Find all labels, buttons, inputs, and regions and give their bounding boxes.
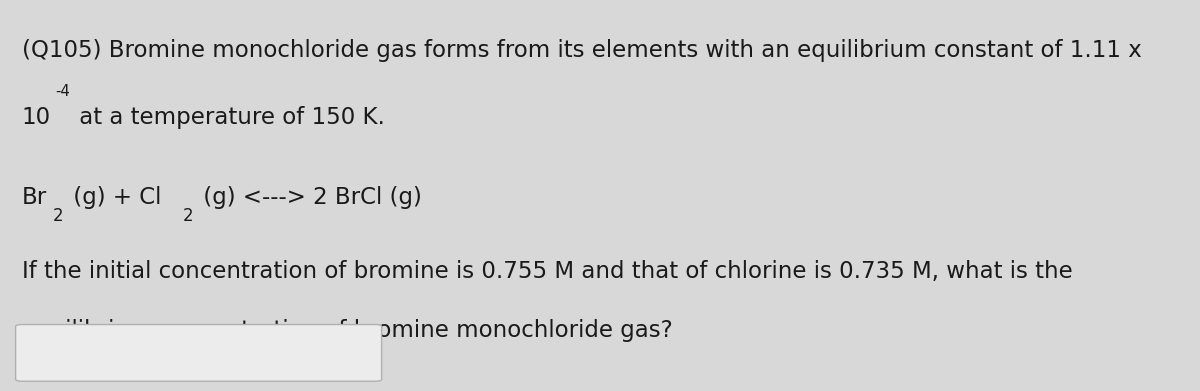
Text: 2: 2 — [53, 207, 64, 225]
Text: (g) + Cl: (g) + Cl — [66, 186, 161, 209]
Text: 10: 10 — [22, 106, 50, 129]
Text: at a temperature of 150 K.: at a temperature of 150 K. — [72, 106, 385, 129]
Text: -4: -4 — [55, 84, 70, 99]
Text: (Q105) Bromine monochloride gas forms from its elements with an equilibrium cons: (Q105) Bromine monochloride gas forms fr… — [22, 39, 1141, 62]
Text: (g) <---> 2 BrCl (g): (g) <---> 2 BrCl (g) — [196, 186, 421, 209]
Text: Br: Br — [22, 186, 47, 209]
Text: If the initial concentration of bromine is 0.755 M and that of chlorine is 0.735: If the initial concentration of bromine … — [22, 260, 1073, 283]
Text: 2: 2 — [182, 207, 193, 225]
FancyBboxPatch shape — [16, 325, 382, 381]
Text: equilibrium concentration of bromine monochloride gas?: equilibrium concentration of bromine mon… — [22, 319, 672, 342]
